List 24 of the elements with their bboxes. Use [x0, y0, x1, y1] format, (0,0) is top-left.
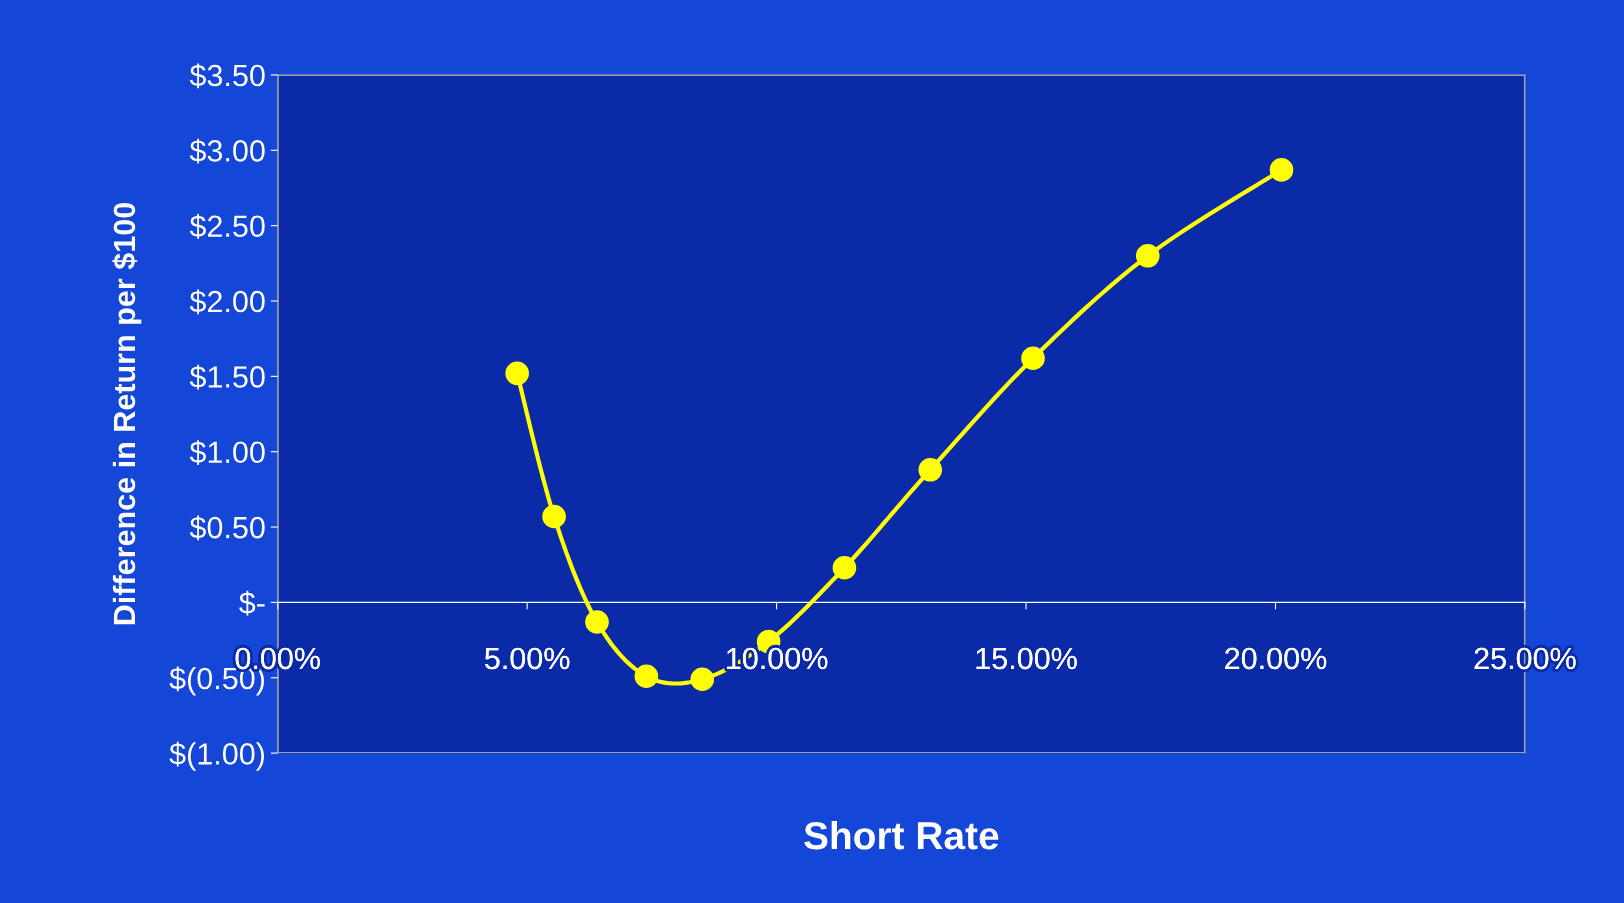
y-tick-label: $1.00 — [189, 440, 265, 465]
point — [634, 664, 659, 689]
point — [918, 457, 943, 482]
y-tick-label: $2.50 — [189, 214, 265, 239]
x-axis-title: Short Rate — [804, 820, 999, 850]
y-tick-label: $3.00 — [189, 138, 265, 164]
point — [832, 555, 857, 580]
y-tick-label: $2.00 — [189, 289, 265, 315]
y-tick-label: $(1.00) — [169, 741, 265, 771]
point — [690, 667, 715, 692]
y-axis-title: Difference in Return per $100 — [112, 203, 142, 625]
x-tick-label: 15.00% — [976, 647, 1077, 670]
point — [585, 610, 609, 634]
y-tick-label: $- — [239, 590, 265, 616]
y-tick-label: $0.50 — [189, 515, 265, 541]
point — [1269, 158, 1294, 182]
point — [505, 361, 529, 386]
point — [542, 504, 566, 529]
y-tick-label: $3.50 — [189, 63, 265, 89]
x-tick-label: 5.00% — [485, 647, 570, 670]
y-tick-label: $1.50 — [189, 364, 265, 390]
point — [1135, 243, 1160, 268]
x-tick-label: 20.00% — [1225, 647, 1327, 670]
point — [1021, 346, 1045, 371]
